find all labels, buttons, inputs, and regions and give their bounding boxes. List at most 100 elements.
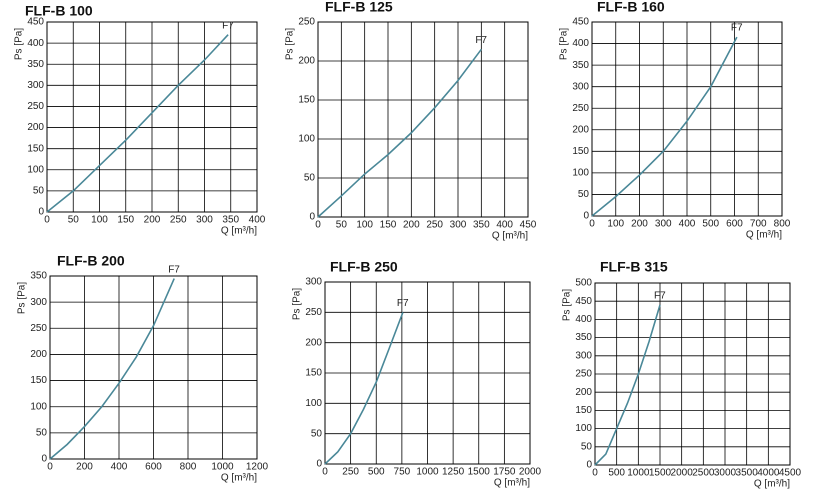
- x-tick-label: 450: [520, 220, 537, 231]
- y-tick-label: 250: [575, 369, 592, 380]
- chart-title: FLF-B 160: [597, 0, 665, 15]
- x-tick-label: 250: [426, 220, 443, 231]
- curve-annotation: F7: [731, 23, 743, 34]
- y-tick-label: 100: [305, 398, 322, 409]
- x-tick-label: 1750: [493, 467, 516, 478]
- y-tick-label: 300: [575, 350, 592, 361]
- y-tick-label: 50: [578, 189, 590, 200]
- x-tick-label: 250: [170, 215, 187, 226]
- y-tick-label: 50: [33, 186, 45, 197]
- x-tick-label: 50: [68, 215, 80, 226]
- x-tick-label: 1500: [468, 467, 491, 478]
- y-axis-label: Ps [Pa]: [17, 282, 28, 314]
- x-tick-label: 750: [394, 467, 411, 478]
- x-tick-label: 800: [180, 462, 197, 473]
- x-tick-label: 250: [342, 467, 359, 478]
- data-line: [317, 48, 482, 218]
- y-axis-label: Ps [Pa]: [285, 28, 296, 60]
- x-tick-label: 1000: [416, 467, 439, 478]
- y-tick-label: 300: [30, 297, 47, 308]
- curve-annotation: F7: [654, 290, 666, 301]
- y-tick-label: 200: [572, 124, 589, 135]
- y-tick-label: 300: [305, 277, 322, 288]
- y-tick-label: 0: [309, 212, 315, 223]
- y-tick-label: 50: [304, 173, 316, 184]
- x-tick-label: 200: [76, 462, 93, 473]
- y-tick-label: 400: [572, 38, 589, 49]
- x-tick-label: 4500: [779, 468, 802, 479]
- x-tick-label: 1200: [246, 462, 269, 473]
- x-tick-label: 150: [380, 220, 397, 231]
- x-tick-label: 500: [702, 219, 719, 230]
- y-tick-label: 300: [572, 81, 589, 92]
- chart-title: FLF-B 250: [330, 259, 398, 275]
- y-tick-label: 100: [572, 168, 589, 179]
- x-tick-label: 600: [726, 219, 743, 230]
- y-tick-label: 100: [30, 401, 47, 412]
- x-tick-label: 0: [592, 468, 598, 479]
- y-tick-label: 450: [27, 17, 44, 28]
- y-tick-label: 150: [305, 368, 322, 379]
- x-tick-label: 1000: [211, 462, 234, 473]
- y-axis-label: Ps [Pa]: [14, 28, 25, 60]
- y-tick-label: 450: [575, 296, 592, 307]
- x-tick-label: 2000: [671, 468, 694, 479]
- y-tick-label: 200: [298, 56, 315, 67]
- x-tick-label: 3500: [736, 468, 759, 479]
- y-tick-label: 150: [572, 146, 589, 157]
- x-tick-label: 350: [473, 220, 490, 231]
- x-tick-label: 500: [608, 468, 625, 479]
- x-tick-label: 500: [368, 467, 385, 478]
- y-tick-label: 200: [30, 349, 47, 360]
- x-tick-label: 3000: [714, 468, 737, 479]
- x-axis-label: Q [m³/h]: [221, 473, 257, 484]
- curve-annotation: F7: [222, 20, 234, 31]
- y-tick-label: 150: [298, 95, 315, 106]
- data-line: [46, 34, 229, 213]
- y-tick-label: 250: [298, 17, 315, 28]
- y-tick-label: 450: [572, 17, 589, 28]
- y-tick-label: 0: [583, 211, 589, 222]
- x-tick-label: 600: [145, 462, 162, 473]
- x-tick-label: 100: [356, 220, 373, 231]
- chart-title: FLF-B 125: [325, 0, 393, 15]
- y-tick-label: 500: [575, 278, 592, 289]
- x-axis-label: Q [m³/h]: [492, 231, 528, 242]
- x-tick-label: 2000: [519, 467, 542, 478]
- y-tick-label: 0: [586, 460, 592, 471]
- x-tick-label: 400: [496, 220, 513, 231]
- y-tick-label: 150: [30, 375, 47, 386]
- x-tick-label: 700: [750, 219, 767, 230]
- x-tick-label: 1000: [627, 468, 650, 479]
- x-tick-label: 300: [450, 220, 467, 231]
- x-tick-label: 400: [679, 219, 696, 230]
- y-tick-label: 350: [575, 332, 592, 343]
- y-axis-label: Ps [Pa]: [559, 28, 570, 60]
- x-tick-label: 4000: [757, 468, 780, 479]
- plot-frame: [49, 275, 258, 460]
- y-tick-label: 250: [30, 323, 47, 334]
- plot-frame: [324, 281, 531, 465]
- y-tick-label: 50: [581, 441, 593, 452]
- y-axis-label: Ps [Pa]: [562, 289, 573, 321]
- y-tick-label: 300: [27, 80, 44, 91]
- plot-frame: [591, 21, 783, 217]
- y-tick-label: 0: [41, 454, 47, 465]
- data-line: [324, 312, 404, 465]
- plot-frame: [46, 21, 258, 213]
- x-tick-label: 800: [774, 219, 791, 230]
- x-tick-label: 200: [631, 219, 648, 230]
- data-line: [594, 304, 661, 466]
- y-tick-label: 50: [311, 428, 323, 439]
- x-tick-label: 1250: [442, 467, 465, 478]
- y-tick-label: 0: [316, 459, 322, 470]
- y-tick-label: 350: [30, 271, 47, 282]
- y-tick-label: 350: [27, 59, 44, 70]
- chart-title: FLF-B 100: [25, 3, 93, 19]
- y-tick-label: 200: [27, 122, 44, 133]
- x-tick-label: 0: [44, 215, 50, 226]
- y-tick-label: 0: [38, 207, 44, 218]
- y-tick-label: 250: [305, 307, 322, 318]
- x-axis-label: Q [m³/h]: [754, 479, 790, 490]
- x-tick-label: 150: [117, 215, 134, 226]
